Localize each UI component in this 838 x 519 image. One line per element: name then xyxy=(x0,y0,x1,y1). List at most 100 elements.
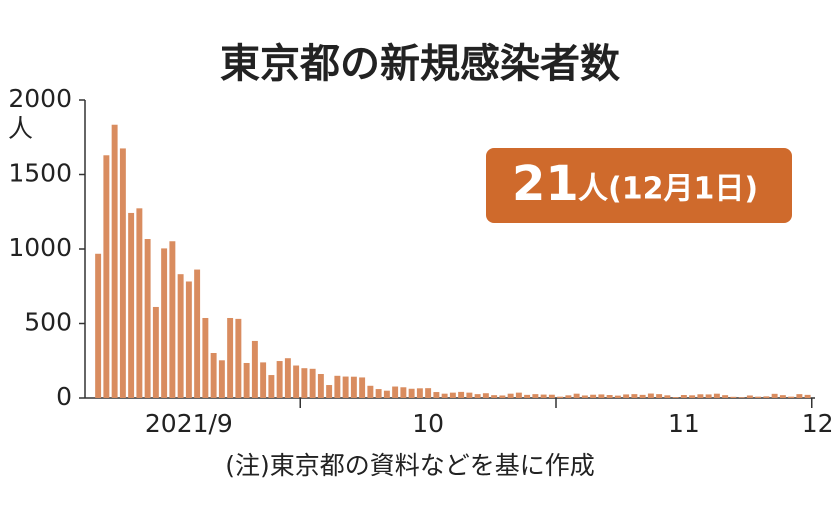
bar xyxy=(763,396,770,398)
annotation-text: 人(12月1日) xyxy=(578,172,758,207)
x-tick-label: 10 xyxy=(412,409,444,438)
bar xyxy=(144,239,151,398)
bar xyxy=(524,394,531,398)
bar xyxy=(458,391,465,398)
bar xyxy=(210,353,217,398)
annotation-badge xyxy=(486,148,792,223)
bar xyxy=(136,208,143,398)
bar xyxy=(590,394,597,398)
bar xyxy=(647,393,654,398)
bar xyxy=(350,376,357,398)
bar xyxy=(515,392,522,398)
bar xyxy=(713,393,720,398)
bar xyxy=(103,155,110,398)
bar xyxy=(111,124,118,398)
bar xyxy=(400,387,407,398)
bar xyxy=(119,148,126,398)
bar xyxy=(309,368,316,398)
bar xyxy=(771,393,778,398)
bar xyxy=(796,394,803,398)
bar xyxy=(623,394,630,398)
chart-title: 東京都の新規感染者数 xyxy=(220,41,620,87)
bar xyxy=(788,396,795,398)
bar xyxy=(441,393,448,398)
bar xyxy=(474,394,481,398)
bar xyxy=(392,386,399,398)
bar xyxy=(548,394,555,398)
bar xyxy=(557,396,564,398)
bar xyxy=(449,392,456,398)
bar xyxy=(540,394,547,398)
bar xyxy=(260,362,267,398)
bar xyxy=(251,340,258,398)
bar xyxy=(243,362,250,398)
bar xyxy=(276,361,283,398)
y-tick-label: 2000 xyxy=(8,84,72,113)
bar xyxy=(656,394,663,398)
bar xyxy=(293,365,300,398)
bar xyxy=(185,281,192,398)
bar xyxy=(746,395,753,398)
bar xyxy=(169,241,176,398)
bar xyxy=(507,393,514,398)
bar xyxy=(499,395,506,398)
bar xyxy=(408,388,415,398)
bar xyxy=(598,394,605,398)
bar xyxy=(689,395,696,398)
bar xyxy=(722,395,729,398)
bar xyxy=(177,274,184,398)
bar xyxy=(614,395,621,398)
y-unit: 人 xyxy=(8,114,33,143)
bar xyxy=(755,396,762,398)
bar xyxy=(433,392,440,398)
bar xyxy=(664,395,671,398)
bar xyxy=(326,385,333,398)
bar xyxy=(416,388,423,398)
bar xyxy=(227,317,234,398)
bar xyxy=(697,394,704,398)
bar xyxy=(317,374,324,398)
bar xyxy=(334,375,341,398)
bar xyxy=(730,396,737,398)
bar xyxy=(779,395,786,398)
bar xyxy=(738,397,745,398)
bar xyxy=(491,395,498,398)
bar xyxy=(128,212,135,398)
x-tick-label: 2021/9 xyxy=(145,409,233,438)
bar xyxy=(482,393,489,398)
bar xyxy=(367,385,374,398)
y-tick-label: 0 xyxy=(56,382,72,411)
x-tick-label: 11 xyxy=(668,409,700,438)
y-tick-label: 1000 xyxy=(8,233,72,262)
bar xyxy=(342,376,349,398)
bar xyxy=(268,375,275,398)
bar xyxy=(705,394,712,398)
bar xyxy=(672,397,679,398)
bar xyxy=(606,395,613,398)
bar xyxy=(565,395,572,398)
bar xyxy=(804,394,811,398)
y-tick-label: 500 xyxy=(24,308,72,337)
annotation-number: 21 xyxy=(512,156,579,212)
bar xyxy=(532,394,539,398)
bar xyxy=(680,395,687,398)
bar xyxy=(359,377,366,398)
bar xyxy=(152,306,159,398)
bar xyxy=(235,318,242,398)
bar xyxy=(631,394,638,398)
y-tick-label: 1500 xyxy=(8,159,72,188)
bar xyxy=(581,395,588,398)
bar xyxy=(161,248,168,398)
bar xyxy=(425,388,432,398)
bar xyxy=(301,368,308,398)
bar xyxy=(573,393,580,398)
bar xyxy=(218,360,225,398)
bar xyxy=(466,392,473,398)
source-note: (注)東京都の資料などを基に作成 xyxy=(225,451,595,480)
bar xyxy=(375,389,382,398)
bar xyxy=(639,394,646,398)
bar xyxy=(383,390,390,398)
bar xyxy=(202,317,209,398)
bar xyxy=(194,269,201,398)
